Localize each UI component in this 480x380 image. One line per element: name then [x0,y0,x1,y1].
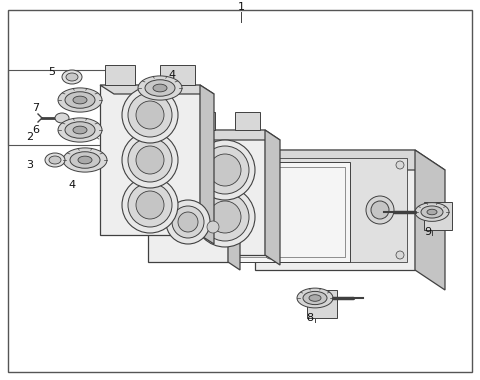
Polygon shape [148,192,228,262]
Text: 3: 3 [26,160,34,170]
Ellipse shape [63,148,107,172]
Polygon shape [424,202,452,230]
Polygon shape [185,130,280,140]
Ellipse shape [427,209,437,215]
Polygon shape [228,192,240,270]
Polygon shape [160,65,195,85]
Ellipse shape [201,146,249,194]
Polygon shape [105,65,135,85]
Ellipse shape [195,140,255,200]
Ellipse shape [65,92,95,108]
Ellipse shape [128,93,172,137]
Text: 1: 1 [238,2,244,12]
Polygon shape [255,150,445,170]
Ellipse shape [136,101,164,129]
Ellipse shape [73,96,87,104]
Ellipse shape [138,76,182,100]
Ellipse shape [49,156,61,164]
Ellipse shape [65,122,95,138]
Ellipse shape [415,203,449,221]
Ellipse shape [396,161,404,169]
Ellipse shape [266,161,274,169]
Text: 6: 6 [33,125,39,135]
Ellipse shape [55,113,69,123]
Text: 7: 7 [33,103,39,113]
Polygon shape [148,192,240,200]
Ellipse shape [66,73,78,81]
Ellipse shape [122,132,178,188]
Ellipse shape [396,251,404,259]
Ellipse shape [58,88,102,112]
Text: 2: 2 [26,132,34,142]
Polygon shape [230,162,350,262]
Ellipse shape [209,154,241,186]
Ellipse shape [58,118,102,142]
Ellipse shape [209,201,241,233]
Polygon shape [265,130,280,265]
Ellipse shape [153,84,167,92]
Text: 5: 5 [48,67,56,77]
Polygon shape [307,290,337,318]
Ellipse shape [122,177,178,233]
Polygon shape [200,85,214,244]
Ellipse shape [421,206,443,218]
Ellipse shape [128,138,172,182]
Ellipse shape [128,183,172,227]
Text: 8: 8 [306,313,313,323]
Ellipse shape [62,70,82,84]
Polygon shape [185,130,265,255]
Ellipse shape [172,206,204,238]
Bar [263,158,407,262]
Polygon shape [190,112,215,130]
Ellipse shape [73,126,87,134]
Polygon shape [100,85,214,94]
Text: 4: 4 [168,70,176,80]
Polygon shape [255,150,415,270]
Bar [8,70,123,145]
Ellipse shape [145,80,175,96]
Ellipse shape [201,193,249,241]
Ellipse shape [136,146,164,174]
Polygon shape [415,150,445,290]
Ellipse shape [166,200,210,244]
Ellipse shape [207,221,219,233]
Ellipse shape [122,87,178,143]
Ellipse shape [45,153,65,167]
Ellipse shape [266,251,274,259]
Polygon shape [100,85,200,235]
Ellipse shape [371,201,389,219]
Polygon shape [235,112,260,130]
Text: 4: 4 [69,180,75,190]
Ellipse shape [195,187,255,247]
Ellipse shape [297,288,333,308]
Ellipse shape [70,152,100,168]
Text: 9: 9 [424,227,432,237]
Ellipse shape [309,295,321,301]
Ellipse shape [282,197,318,233]
Ellipse shape [366,196,394,224]
Ellipse shape [178,212,198,232]
Ellipse shape [275,190,325,240]
Ellipse shape [303,291,327,305]
Ellipse shape [136,191,164,219]
Ellipse shape [78,156,92,164]
